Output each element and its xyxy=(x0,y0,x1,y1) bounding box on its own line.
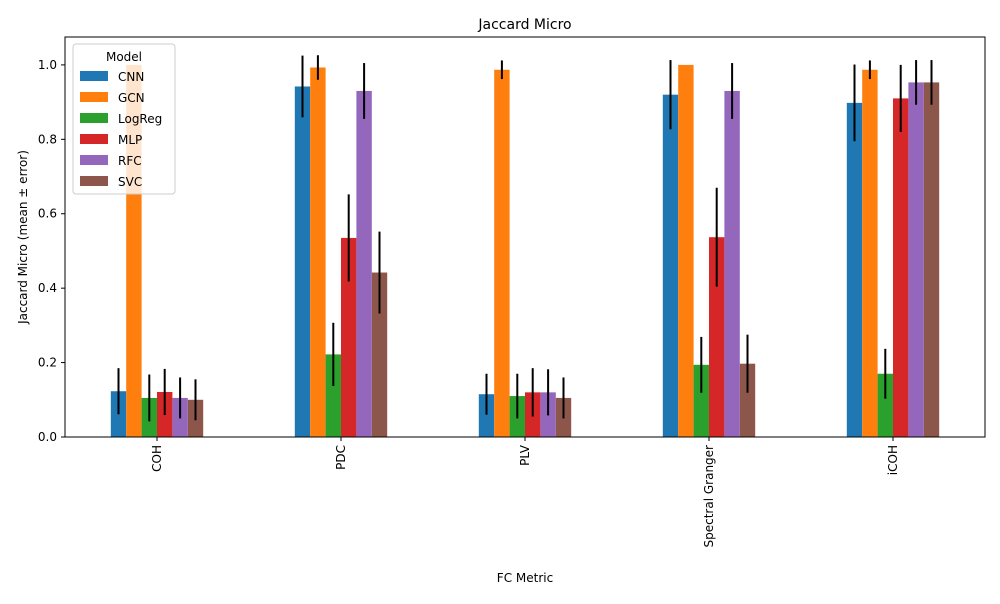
legend-swatch-mlp xyxy=(80,134,108,144)
x-tick-label: iCOH xyxy=(886,445,900,475)
y-tick-label: 0.6 xyxy=(38,207,57,221)
bars-layer xyxy=(110,64,940,438)
y-tick-label: 0.2 xyxy=(38,356,57,370)
y-tick-label: 1.0 xyxy=(38,58,57,72)
bar-logreg-3 xyxy=(693,364,709,437)
bar-gcn-2 xyxy=(494,69,510,438)
x-axis-label: FC Metric xyxy=(497,571,553,585)
bar-logreg-4 xyxy=(877,373,893,437)
x-tick-label: COH xyxy=(150,445,164,472)
bar-cnn-4 xyxy=(846,102,863,438)
legend-label-rfc: RFC xyxy=(118,154,142,168)
legend-label-logreg: LogReg xyxy=(118,112,162,126)
bar-cnn-2 xyxy=(478,394,495,437)
legend-swatch-logreg xyxy=(80,113,108,123)
bar-cnn-1 xyxy=(294,86,311,438)
legend-label-gcn: GCN xyxy=(118,91,145,105)
error-bars-layer xyxy=(117,55,933,422)
bar-mlp-4 xyxy=(893,98,909,438)
legend-swatch-cnn xyxy=(80,71,108,81)
legend-label-cnn: CNN xyxy=(118,70,144,84)
bar-mlp-3 xyxy=(709,237,725,437)
x-tick-label: PDC xyxy=(334,445,348,470)
bar-rfc-3 xyxy=(724,90,740,437)
legend-label-svc: SVC xyxy=(118,175,142,189)
y-tick-label: 0.4 xyxy=(38,281,57,295)
bar-rfc-4 xyxy=(908,82,924,438)
legend-swatch-svc xyxy=(80,176,108,186)
chart-title: Jaccard Micro xyxy=(477,17,571,33)
bar-gcn-4 xyxy=(862,69,878,438)
legend: Model CNN GCN LogReg MLP RFC SVC xyxy=(72,43,176,195)
bar-cnn-3 xyxy=(662,94,679,438)
bar-svc-1 xyxy=(371,272,388,437)
bar-logreg-1 xyxy=(325,354,341,437)
legend-title: Model xyxy=(106,50,142,64)
y-axis: 0.0 0.2 0.4 0.6 0.8 1.0 xyxy=(38,58,65,444)
bar-svc-3 xyxy=(739,363,756,437)
bar-rfc-1 xyxy=(356,90,372,437)
y-tick-label: 0.8 xyxy=(38,132,57,146)
y-axis-label: Jaccard Micro (mean ± error) xyxy=(16,150,30,325)
legend-swatch-gcn xyxy=(80,92,108,102)
legend-label-mlp: MLP xyxy=(118,133,142,147)
legend-swatch-rfc xyxy=(80,155,108,165)
bar-gcn-3 xyxy=(678,64,694,437)
x-tick-label: Spectral Granger xyxy=(702,445,716,548)
bar-mlp-1 xyxy=(341,237,357,437)
y-tick-label: 0.0 xyxy=(38,430,57,444)
bar-gcn-1 xyxy=(310,67,326,437)
x-tick-label: PLV xyxy=(518,444,532,466)
bar-svc-4 xyxy=(923,82,940,438)
x-axis: COH PDC PLV Spectral Granger iCOH xyxy=(150,437,900,547)
